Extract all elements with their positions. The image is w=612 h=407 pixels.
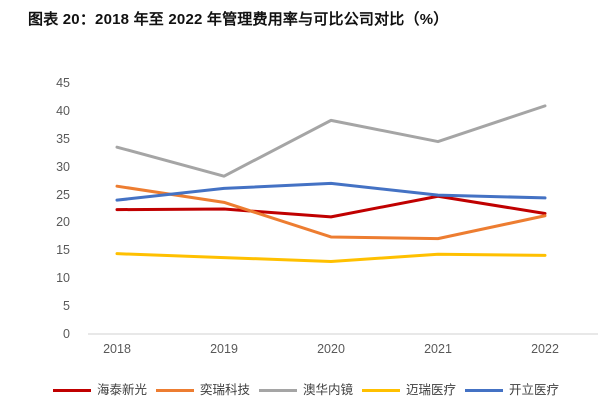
legend-label: 迈瑞医疗: [406, 383, 457, 397]
y-tick-label: 20: [56, 215, 70, 230]
legend-swatch: [52, 388, 91, 392]
y-tick-label: 35: [56, 131, 70, 146]
series-line-开立医疗: [115, 181, 547, 202]
series-line-奕瑞科技: [115, 184, 547, 241]
series-line-海泰新光: [115, 194, 547, 219]
legend-label: 开立医疗: [509, 383, 560, 397]
y-tick-label: 25: [56, 187, 70, 202]
legend-swatch: [465, 388, 504, 392]
y-tick-label: 0: [63, 327, 70, 341]
y-tick-label: 5: [63, 299, 70, 314]
legend-swatch: [258, 388, 297, 392]
x-tick-label: 2022: [531, 342, 559, 356]
legend-swatch: [362, 388, 400, 392]
legend-item: 开立医疗: [465, 381, 559, 399]
x-tick-label: 2020: [317, 342, 345, 356]
legend-item: 海泰新光: [52, 381, 147, 399]
figure-title: 图表 20：2018 年至 2022 年管理费用率与可比公司对比（%）: [28, 11, 449, 28]
legend-item: 澳华内镜: [258, 381, 353, 399]
series-line-澳华内镜: [115, 104, 547, 178]
legend-item: 奕瑞科技: [155, 381, 250, 399]
x-tick-label: 2018: [103, 342, 131, 356]
y-tick-label: 30: [56, 159, 70, 174]
x-tick-label: 2021: [424, 342, 452, 356]
legend-item: 迈瑞医疗: [362, 381, 456, 399]
x-tick-label: 2019: [210, 342, 238, 356]
legend-label: 澳华内镜: [302, 383, 353, 397]
y-tick-label: 40: [56, 103, 70, 118]
legend-label: 海泰新光: [96, 383, 147, 397]
y-tick-label: 10: [56, 271, 70, 286]
legend-swatch: [155, 388, 194, 392]
chart-legend: 海泰新光 奕瑞科技 澳华内镜 迈瑞医疗 开立医疗: [0, 380, 612, 400]
y-tick-label: 45: [56, 76, 70, 90]
legend-label: 奕瑞科技: [199, 383, 250, 397]
y-tick-label: 15: [56, 243, 70, 258]
series-line-迈瑞医疗: [115, 252, 547, 263]
